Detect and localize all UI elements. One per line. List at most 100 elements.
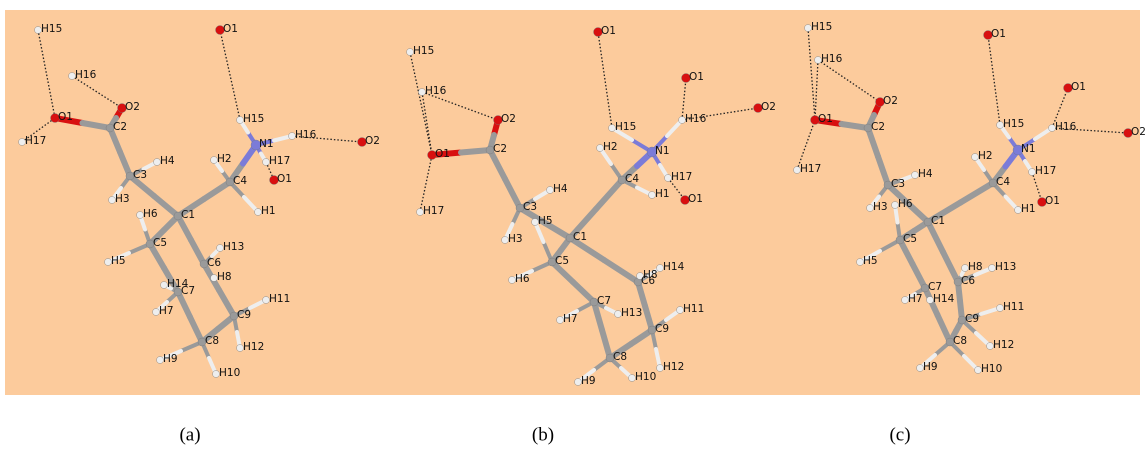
atom-label: C3 xyxy=(891,178,905,190)
atom-label: H12 xyxy=(243,341,264,353)
atom-label: C5 xyxy=(153,237,167,249)
atom-label: H11 xyxy=(1003,301,1024,313)
atom-label: O2 xyxy=(125,101,140,113)
atom-label: C5 xyxy=(555,255,569,267)
atom-label: H14 xyxy=(933,293,955,305)
atom-label: H6 xyxy=(515,273,530,285)
atom-label: H9 xyxy=(163,353,178,365)
atom-label: C6 xyxy=(961,275,975,287)
atom-label: H6 xyxy=(898,198,913,210)
atom-label: H4 xyxy=(918,168,933,180)
atom-label: H10 xyxy=(981,363,1002,375)
atom-label: N1 xyxy=(259,138,274,150)
atom-label: H10 xyxy=(635,371,656,383)
atom-label: H17 xyxy=(269,155,290,167)
atom-label: H4 xyxy=(160,155,175,167)
atom-label: H16 xyxy=(685,113,707,125)
atom-label: H7 xyxy=(563,313,578,325)
atom-label: H11 xyxy=(269,293,290,305)
atom-label: O1 xyxy=(688,193,703,205)
atom-label: C6 xyxy=(207,257,221,269)
atom-label: N1 xyxy=(1021,143,1036,155)
atom-label: O1 xyxy=(818,113,833,125)
atom-label: C7 xyxy=(597,295,611,307)
atom-label: C5 xyxy=(903,233,917,245)
atom-label: O1 xyxy=(601,25,616,37)
atom-label: H17 xyxy=(25,135,46,147)
atom-label: H11 xyxy=(683,303,704,315)
atom-label: H6 xyxy=(143,208,158,220)
atom-label: C1 xyxy=(573,231,587,243)
atom-label: H16 xyxy=(295,129,317,141)
atom-label: H15 xyxy=(41,23,62,35)
atom-label: C8 xyxy=(205,335,219,347)
atom-label: O1 xyxy=(1045,195,1060,207)
atom-label: H12 xyxy=(663,361,684,373)
atom-label: C7 xyxy=(928,281,942,293)
atom-label: H17 xyxy=(800,163,821,175)
atom-label: H16 xyxy=(425,85,447,97)
atom-label: C4 xyxy=(996,176,1010,188)
atom-label: H12 xyxy=(993,339,1014,351)
atom-label: H14 xyxy=(663,261,685,273)
atom-label: O1 xyxy=(689,71,704,83)
atom-label: H7 xyxy=(908,293,923,305)
atom-label: C3 xyxy=(523,201,537,213)
atom-label: C4 xyxy=(233,175,247,187)
atom-label: H3 xyxy=(115,193,130,205)
caption: (b) xyxy=(532,424,554,445)
atom-label: H4 xyxy=(553,183,568,195)
caption: (a) xyxy=(179,424,200,445)
atom-label: H5 xyxy=(111,255,126,267)
atom-label: H17 xyxy=(423,205,444,217)
atom-label: C9 xyxy=(965,313,979,325)
atom-label: C9 xyxy=(655,323,669,335)
figure: H15O1H16O2C2H17C3H4H3C1H6C5H5C6H13H8C7H1… xyxy=(0,0,1146,450)
atom-label: H13 xyxy=(995,261,1016,273)
atom-label: H13 xyxy=(223,241,244,253)
atom-label: C2 xyxy=(871,121,885,133)
atom-label: C9 xyxy=(237,309,251,321)
atom-label: H3 xyxy=(508,233,523,245)
atom-label: H16 xyxy=(1055,121,1077,133)
atom-label: O2 xyxy=(761,101,776,113)
atom-label: O1 xyxy=(58,111,73,123)
caption: (c) xyxy=(889,424,910,445)
atom-label: H15 xyxy=(1003,118,1024,130)
atom-label: H9 xyxy=(923,361,938,373)
atom-label: H13 xyxy=(621,307,642,319)
atom-label: H15 xyxy=(811,21,832,33)
atom-label: N1 xyxy=(655,145,670,157)
atom-label: O2 xyxy=(365,135,380,147)
atom-label: H7 xyxy=(159,305,174,317)
atom-label: H8 xyxy=(643,269,658,281)
atom-label: C3 xyxy=(133,169,147,181)
atom-label: H16 xyxy=(821,53,843,65)
atom-label: O2 xyxy=(501,113,516,125)
atom-label: C2 xyxy=(493,143,507,155)
atom-label: H15 xyxy=(243,113,264,125)
atom-label: C8 xyxy=(953,335,967,347)
background xyxy=(5,10,1140,395)
atom-label: H8 xyxy=(217,271,232,283)
atom-label: H5 xyxy=(863,255,878,267)
bond xyxy=(461,150,490,153)
atom-label: C4 xyxy=(625,173,639,185)
atom-label: H14 xyxy=(167,278,189,290)
atom-label: H1 xyxy=(261,205,276,217)
atom-label: O2 xyxy=(883,95,898,107)
atom-label: H3 xyxy=(873,201,888,213)
atom-label: H9 xyxy=(581,375,596,387)
atom-label: O1 xyxy=(435,148,450,160)
atom-label: H17 xyxy=(1035,165,1056,177)
atom-label: O1 xyxy=(223,23,238,35)
atom-label: H2 xyxy=(217,153,232,165)
atom-label: H15 xyxy=(615,121,636,133)
atom-label: H17 xyxy=(671,171,692,183)
atom-label: H1 xyxy=(1021,203,1036,215)
atom-label: H16 xyxy=(75,69,97,81)
atom-label: C2 xyxy=(113,121,127,133)
atom-label: H10 xyxy=(219,367,240,379)
atom-label: H2 xyxy=(978,150,993,162)
atom-label: H2 xyxy=(603,141,618,153)
